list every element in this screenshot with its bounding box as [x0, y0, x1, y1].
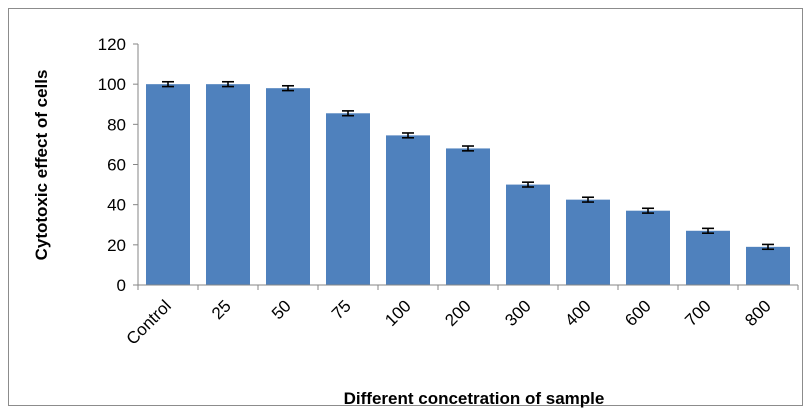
- error-bar: [582, 196, 594, 203]
- error-bar: [762, 243, 774, 251]
- error-bar: [402, 132, 414, 139]
- y-tick-label: 0: [117, 276, 126, 295]
- bar: [746, 246, 790, 285]
- y-tick-label: 60: [107, 156, 126, 175]
- y-tick-label: 40: [107, 196, 126, 215]
- y-tick-label: 80: [107, 115, 126, 134]
- x-tick-label: 50: [268, 296, 295, 323]
- x-axis-tick-labels: Control 25 50 75 100 200 300 400 600 700 800: [123, 285, 799, 349]
- y-tick-label: 120: [98, 35, 126, 54]
- error-bar: [702, 227, 714, 234]
- error-bar: [162, 80, 174, 88]
- x-tick-label: 700: [681, 296, 714, 329]
- x-tick-label: 200: [441, 296, 474, 329]
- y-axis-ticks: 0 20 40 60 80 100 120: [98, 35, 138, 295]
- error-bar: [342, 110, 354, 117]
- x-tick-label: Control: [123, 296, 175, 348]
- error-bar: [462, 145, 474, 152]
- x-tick-label: 300: [501, 296, 534, 329]
- y-tick-label: 20: [107, 236, 126, 255]
- error-bar: [222, 80, 234, 88]
- bar: [626, 210, 670, 285]
- bar: [566, 199, 610, 285]
- bar: [686, 230, 730, 285]
- x-tick-label: 600: [621, 296, 654, 329]
- y-tick-label: 100: [98, 75, 126, 94]
- x-tick-label: 75: [328, 296, 355, 323]
- bar: [506, 184, 550, 285]
- bar: [386, 135, 430, 285]
- bar: [266, 88, 310, 285]
- x-tick-label: 400: [561, 296, 594, 329]
- bar: [206, 84, 250, 286]
- bar: [326, 113, 370, 285]
- y-axis-title: Cytotoxic effect of cells: [32, 70, 51, 261]
- bar: [146, 84, 190, 286]
- x-tick-label: 800: [741, 296, 774, 329]
- error-bars: [162, 80, 774, 251]
- x-axis-title: Different concetration of sample: [344, 389, 605, 408]
- error-bar: [642, 207, 654, 214]
- error-bar: [282, 84, 294, 92]
- x-tick-label: 25: [208, 296, 235, 323]
- bars: [146, 84, 790, 286]
- x-tick-label: 100: [381, 296, 414, 329]
- bar: [446, 148, 490, 285]
- error-bar: [522, 181, 534, 188]
